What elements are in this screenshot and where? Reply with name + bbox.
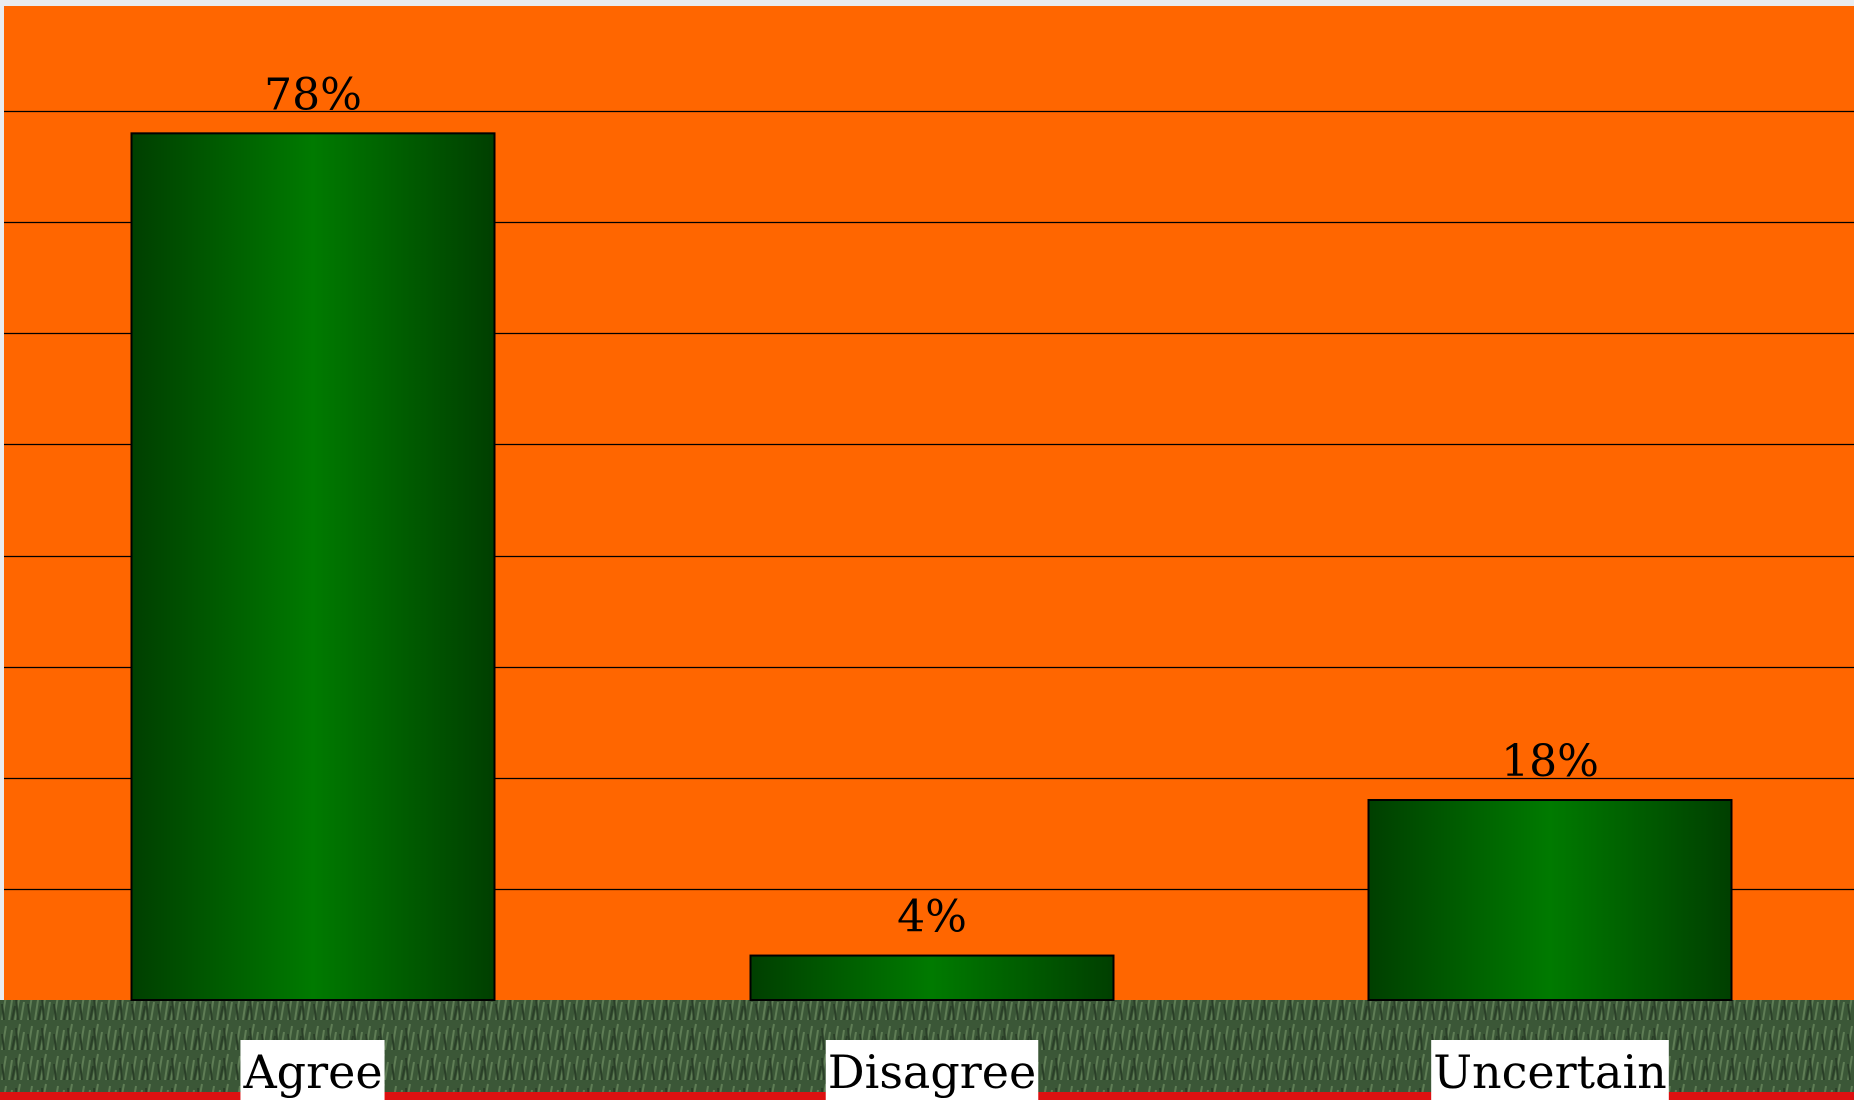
bars — [130, 132, 1733, 1002]
bar-agree — [130, 132, 496, 1002]
bar-disagree — [749, 954, 1115, 1001]
data-labels: 78% 4% 18% — [264, 69, 1599, 942]
data-label-disagree: 4% — [897, 892, 967, 943]
category-label-box — [825, 1040, 1039, 1100]
data-label-agree: 78% — [264, 69, 362, 120]
category-label-text: Disagree — [828, 1045, 1037, 1099]
category-label-text: Agree — [242, 1045, 382, 1099]
category-label-disagree: Disagree — [825, 1040, 1039, 1100]
category-label-text: Uncertain — [1433, 1045, 1667, 1099]
category-label-uncertain: Uncertain — [1431, 1040, 1669, 1100]
category-label-box — [240, 1040, 385, 1100]
category-label-box — [1431, 1040, 1669, 1100]
category-labels: Agree Disagree Uncertain — [240, 1040, 1669, 1100]
bar-uncertain — [1367, 799, 1733, 1001]
data-label-uncertain: 18% — [1501, 736, 1599, 787]
category-label-agree: Agree — [240, 1040, 385, 1100]
